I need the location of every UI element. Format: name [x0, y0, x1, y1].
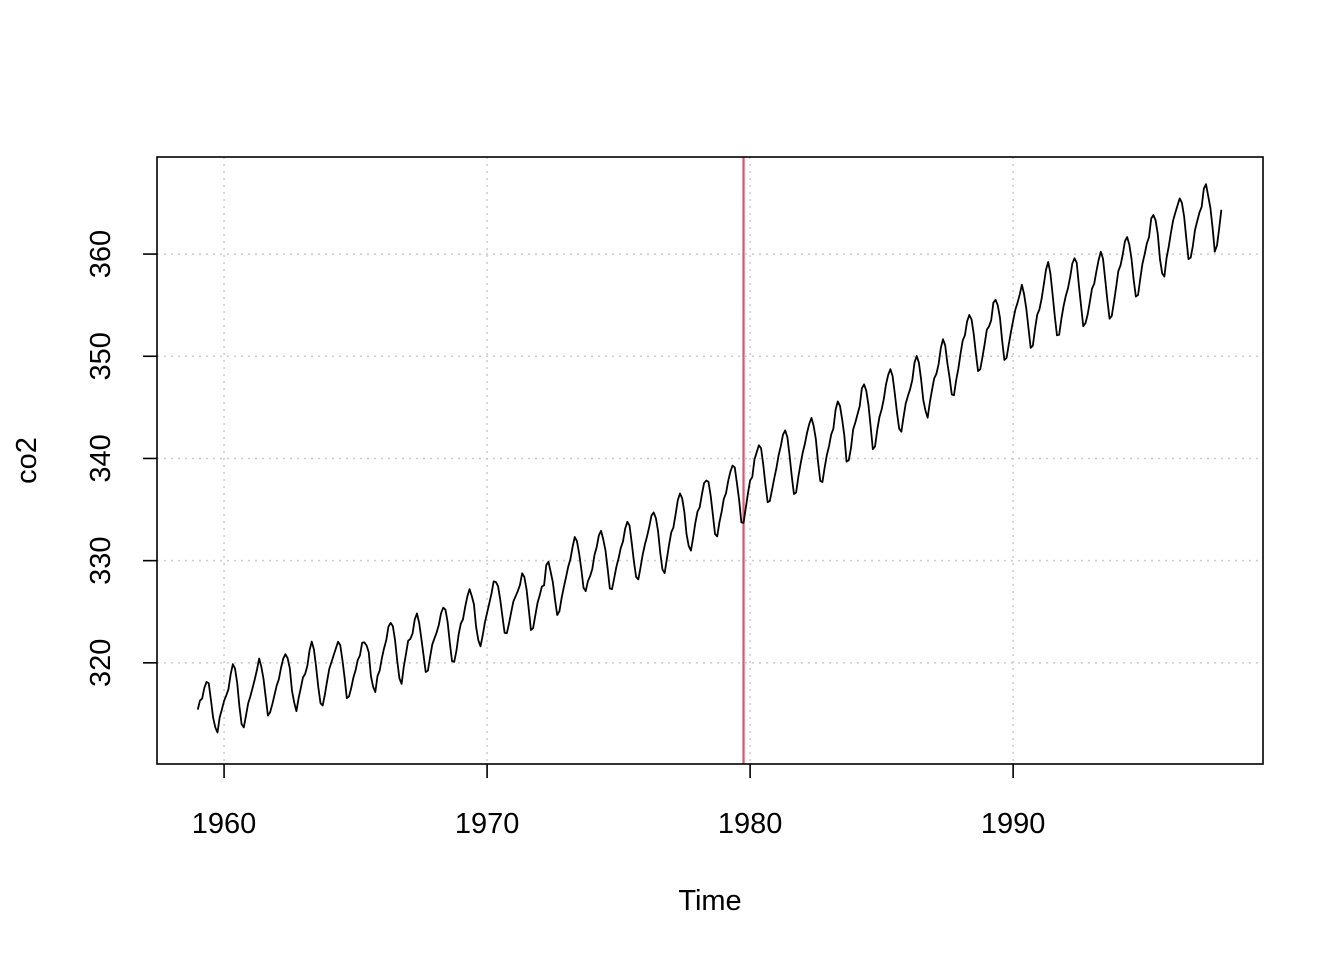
plot-border — [156, 156, 1264, 765]
series-layer — [196, 183, 1223, 734]
x-axis: 1960 1970 1980 1990 — [192, 764, 1046, 840]
grid-lines — [157, 157, 1263, 764]
x-tick-label: 1960 — [192, 808, 257, 840]
co2-series-line — [196, 183, 1223, 734]
x-tick-label: 1980 — [718, 808, 783, 840]
y-tick-label: 360 — [85, 230, 117, 278]
y-axis: 320 330 340 350 360 — [85, 230, 157, 687]
y-tick-label: 350 — [85, 332, 117, 380]
y-tick-label: 320 — [85, 639, 117, 687]
x-tick-label: 1990 — [981, 808, 1046, 840]
y-tick-label: 340 — [85, 434, 117, 482]
x-axis-label: Time — [678, 885, 741, 917]
x-tick-label: 1970 — [455, 808, 520, 840]
y-tick-label: 330 — [85, 536, 117, 584]
y-axis-label: co2 — [11, 437, 43, 484]
